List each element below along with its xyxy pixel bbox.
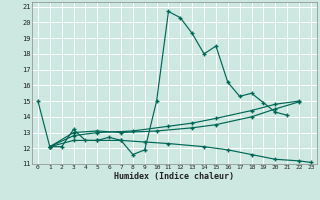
X-axis label: Humidex (Indice chaleur): Humidex (Indice chaleur) <box>115 172 234 181</box>
